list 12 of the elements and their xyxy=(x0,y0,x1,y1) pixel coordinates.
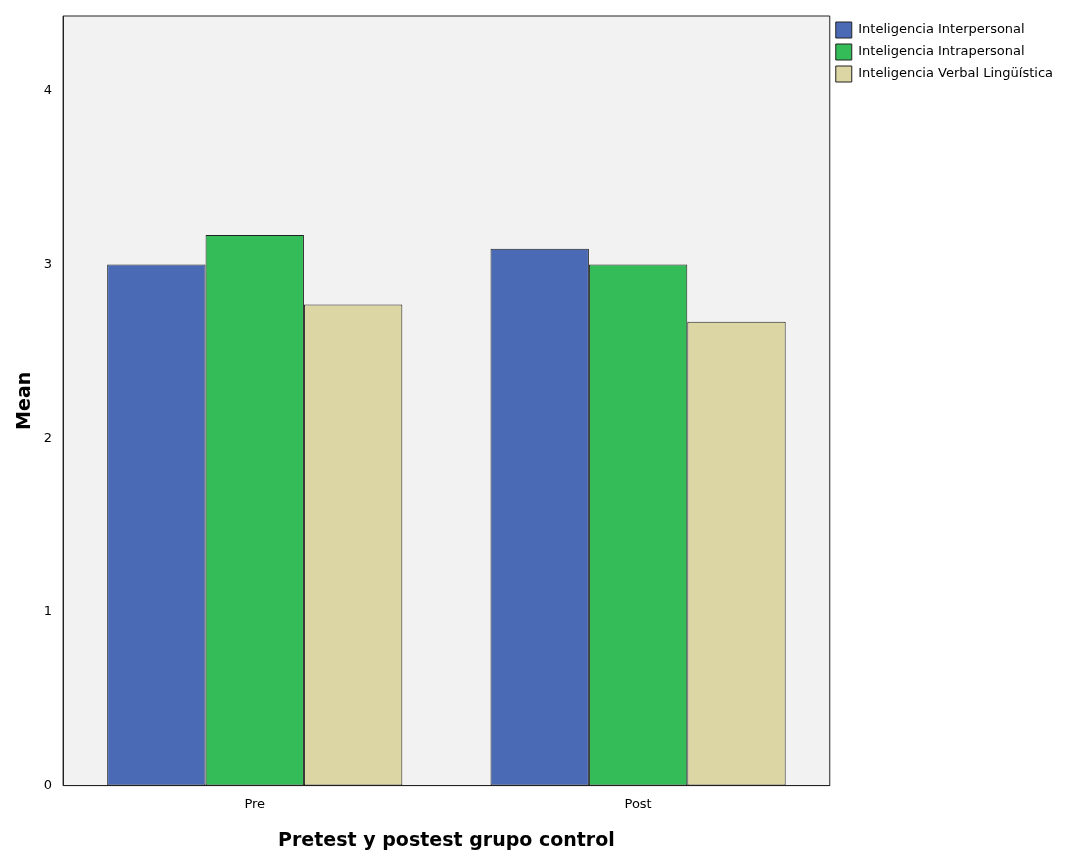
y-tick-label: 3 xyxy=(43,255,53,271)
x-tick-label: Post xyxy=(624,795,652,811)
y-tick-label: 4 xyxy=(43,82,53,98)
x-tick-label: Pre xyxy=(244,795,266,811)
legend-label: Inteligencia Verbal Lingüística xyxy=(858,65,1054,81)
x-axis-title: Pretest y postest grupo control xyxy=(278,827,615,850)
y-tick-label: 1 xyxy=(43,603,53,619)
legend-label: Inteligencia Interpersonal xyxy=(858,21,1025,37)
y-tick-label: 0 xyxy=(43,776,53,792)
y-axis-title: Mean xyxy=(12,371,35,430)
y-tick-label: 2 xyxy=(43,429,53,445)
legend-label: Inteligencia Intrapersonal xyxy=(858,43,1025,59)
